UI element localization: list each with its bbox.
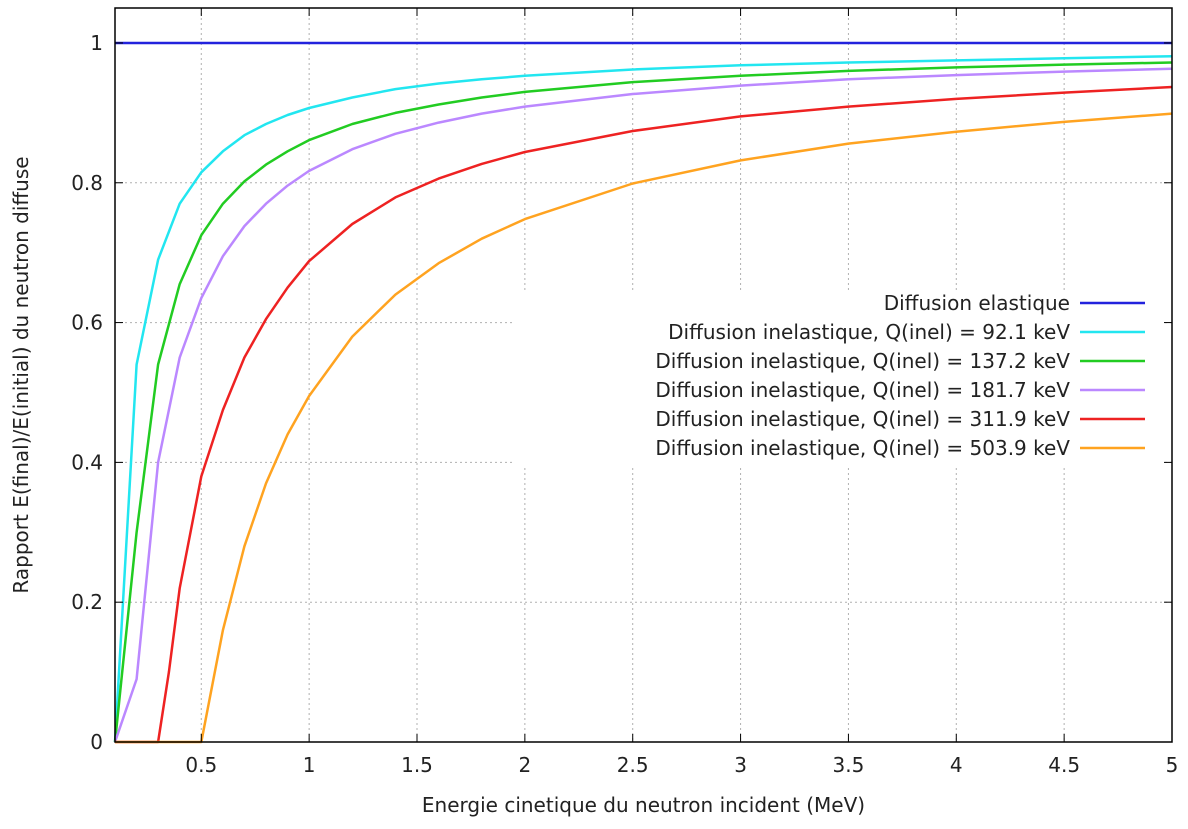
legend-label: Diffusion elastique xyxy=(884,291,1070,315)
x-tick-label: 4 xyxy=(950,753,963,777)
axis-ticks: 0.5 1 1.5 2 2.5 3 3.5 4 4.5 5 0 0.2 0.4 0.6 0.8 1 xyxy=(71,8,1178,777)
series-line-1 xyxy=(113,54,1173,743)
legend-label: Diffusion inelastique, Q(inel) = 181.7 k… xyxy=(655,378,1070,402)
series-line-5 xyxy=(115,112,1173,744)
y-tick-label: 0.8 xyxy=(71,171,103,195)
series-lines xyxy=(113,41,1173,744)
legend: Diffusion elastique Diffusion inelastique… xyxy=(655,291,1145,460)
y-tick-label: 0.6 xyxy=(71,311,103,335)
x-tick-label: 1 xyxy=(303,753,316,777)
x-tick-label: 2 xyxy=(518,753,531,777)
x-axis-label: Energie cinetique du neutron incident (M… xyxy=(422,793,865,817)
x-tick-label: 2.5 xyxy=(617,753,649,777)
legend-label: Diffusion inelastique, Q(inel) = 137.2 k… xyxy=(655,349,1070,373)
y-axis-label: Rapport E(final)/E(initial) du neutron d… xyxy=(9,156,33,593)
legend-background xyxy=(512,290,1162,468)
y-tick-label: 0.4 xyxy=(71,450,103,474)
series-line-2 xyxy=(113,61,1173,743)
y-tick-label: 1 xyxy=(90,31,103,55)
x-tick-label: 5 xyxy=(1166,753,1179,777)
legend-label: Diffusion inelastique, Q(inel) = 503.9 k… xyxy=(655,436,1070,460)
x-tick-label: 3 xyxy=(734,753,747,777)
legend-label: Diffusion inelastique, Q(inel) = 311.9 k… xyxy=(655,407,1070,431)
y-tick-label: 0.2 xyxy=(71,590,103,614)
series-line-4 xyxy=(115,85,1173,744)
x-tick-label: 0.5 xyxy=(185,753,217,777)
series-line-3 xyxy=(113,67,1173,743)
legend-label: Diffusion inelastique, Q(inel) = 92.1 ke… xyxy=(668,320,1070,344)
y-tick-label: 0 xyxy=(90,730,103,754)
x-tick-label: 3.5 xyxy=(833,753,865,777)
x-tick-label: 1.5 xyxy=(401,753,433,777)
x-tick-label: 4.5 xyxy=(1048,753,1080,777)
plot-frame xyxy=(114,7,1173,743)
